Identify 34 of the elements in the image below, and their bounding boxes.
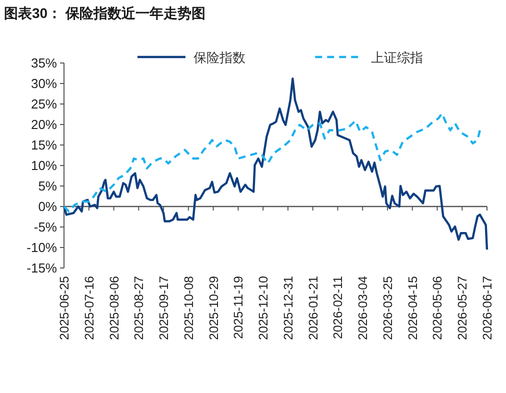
x-tick-label: 2026-03-04 — [356, 276, 370, 340]
x-tick-label: 2025-12-31 — [281, 276, 296, 340]
y-tick-label: 20% — [30, 117, 58, 132]
x-tick-label: 2025-11-19 — [232, 276, 246, 340]
x-tick-label: 2026-04-15 — [406, 276, 420, 340]
line-series — [62, 77, 488, 251]
legend-label: 上证综指 — [371, 50, 424, 65]
y-tick-label: 15% — [30, 138, 58, 152]
y-tick-label: -5% — [34, 220, 58, 234]
y-tick-label: 25% — [30, 96, 58, 112]
y-tick-label: 35% — [30, 56, 58, 70]
y-tick-label: -10% — [26, 240, 58, 255]
x-tick-label: 2025-07-16 — [82, 276, 96, 340]
y-tick-label: 0% — [38, 199, 58, 214]
y-tick-label: 30% — [30, 76, 58, 91]
x-tick-label: 2025-06-25 — [58, 276, 72, 340]
x-tick-label: 2026-05-27 — [456, 276, 470, 340]
x-tick-label: 2025-08-06 — [107, 276, 122, 340]
y-tick-label: 10% — [30, 158, 58, 173]
x-tick-label: 2025-10-08 — [182, 276, 196, 340]
x-tick-label: 2025-10-29 — [206, 276, 221, 340]
x-tick-label: 2026-02-11 — [331, 276, 346, 340]
legend-label: 保险指数 — [193, 50, 246, 65]
x-tick-label: 2026-05-06 — [430, 276, 445, 340]
x-tick-label: 2025-08-27 — [132, 276, 146, 340]
x-tick-label: 2026-01-21 — [306, 276, 320, 340]
chart-title: 图表30： 保险指数近一年走势图 — [4, 5, 206, 21]
x-tick-label: 2025-09-17 — [157, 276, 172, 340]
x-tick-label: 2025-12-10 — [256, 276, 271, 340]
x-tick-label: 2026-06-17 — [480, 276, 494, 340]
y-tick-label: -15% — [26, 260, 58, 276]
x-tick-label: 2026-03-25 — [380, 276, 395, 340]
line-series — [62, 112, 481, 213]
y-tick-label: 5% — [38, 178, 58, 194]
